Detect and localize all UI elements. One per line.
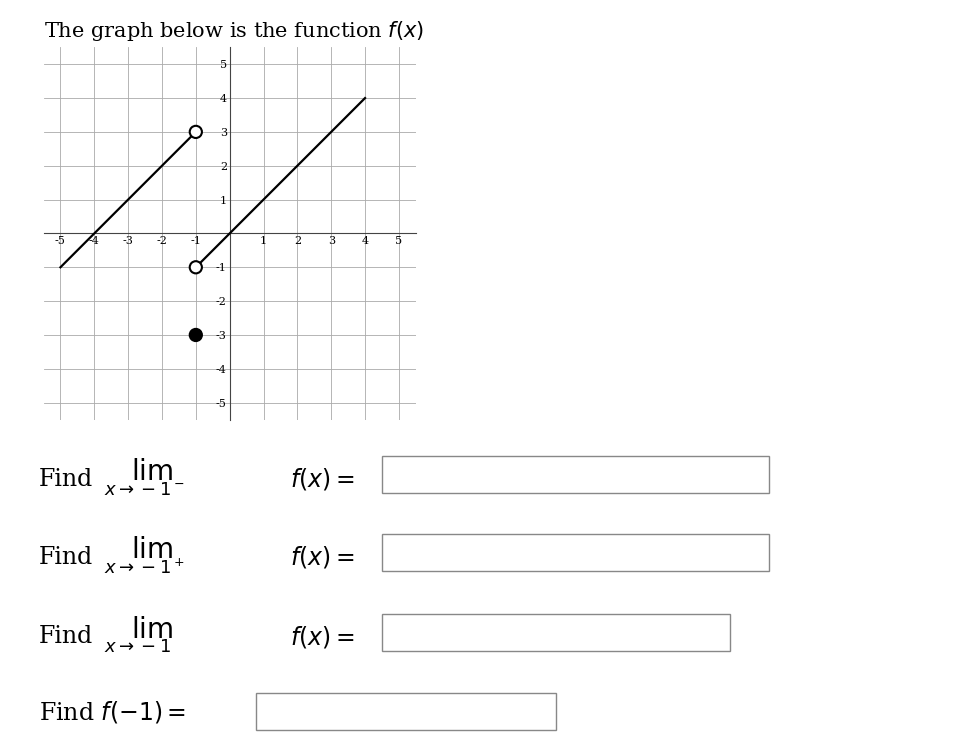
Text: $f(x) =$: $f(x) =$ [290,624,355,650]
FancyBboxPatch shape [382,534,769,571]
Text: Find $f(-1) =$: Find $f(-1) =$ [39,698,186,725]
Text: $\lim$: $\lim$ [131,459,173,486]
Text: $f(x) =$: $f(x) =$ [290,544,355,570]
FancyBboxPatch shape [382,614,730,651]
Circle shape [190,329,202,341]
FancyBboxPatch shape [382,456,769,493]
Circle shape [190,261,202,273]
Text: The graph below is the function $f(x)$: The graph below is the function $f(x)$ [44,19,424,43]
Text: $\lim$: $\lim$ [131,538,173,565]
Circle shape [190,125,202,138]
Text: Find: Find [39,468,93,491]
Text: $x \to -1^+$: $x \to -1^+$ [104,558,185,577]
FancyBboxPatch shape [256,693,556,730]
Text: $x \to -1^-$: $x \to -1^-$ [104,481,185,499]
Text: $\lim$: $\lim$ [131,617,173,644]
Text: Find: Find [39,625,93,648]
Text: Find: Find [39,545,93,568]
Text: $x \to -1$: $x \to -1$ [104,639,171,657]
Text: $f(x) =$: $f(x) =$ [290,466,355,492]
